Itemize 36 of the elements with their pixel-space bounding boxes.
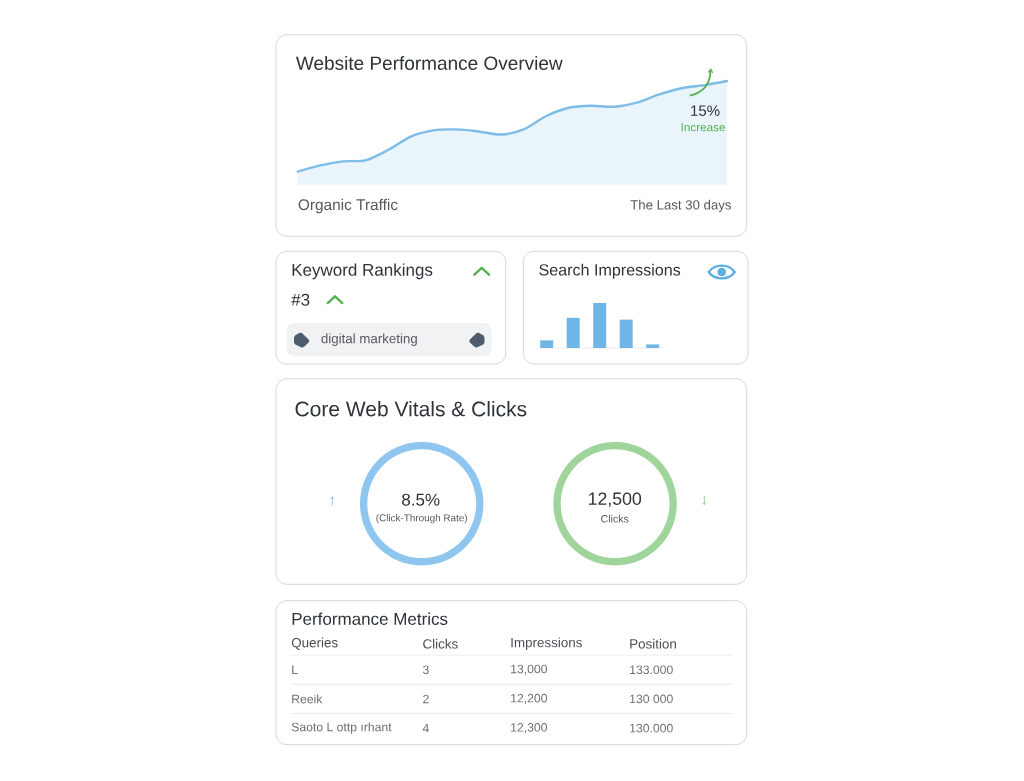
text: The Last 30 days [630, 199, 731, 213]
annotation: 15% [691, 105, 720, 116]
text: 12,200 [511, 693, 548, 704]
text: Core Web Vitals & Clicks [295, 400, 527, 417]
text: digital marketing [321, 333, 417, 346]
bar [540, 340, 554, 348]
annotation: Increase [681, 123, 725, 132]
text: Saoto L ottp ırhant [291, 722, 392, 734]
text: 8.5% [402, 493, 440, 506]
text: Reeik [292, 694, 323, 704]
category-label: Queries [291, 637, 338, 650]
bar [619, 319, 633, 348]
category-label: Position [630, 638, 676, 649]
category-label: Clicks [423, 638, 458, 649]
bar [593, 302, 607, 348]
text: Performance Metrics [292, 612, 448, 625]
text: Keyword Rankings [292, 263, 433, 280]
text: 130.000 [630, 723, 673, 733]
text: 13,000 [511, 664, 548, 675]
text: 4 [422, 723, 429, 733]
text: (Click-Through Rate) [376, 514, 468, 524]
chart-title: Search Impressions [539, 263, 681, 279]
text: 2 [423, 694, 429, 704]
text: 3 [422, 665, 429, 675]
category-label: Impressions [511, 637, 582, 650]
text: L [292, 665, 298, 674]
text: 133.000 [630, 665, 673, 675]
text: Clicks [601, 514, 629, 523]
bar [566, 317, 580, 348]
text: 12,500 [588, 492, 642, 507]
x-axis-title: Organic Traffic [298, 198, 398, 214]
text: 130 000 [630, 694, 673, 704]
text: #3 [291, 293, 310, 306]
text: 12,300 [511, 723, 548, 734]
bar [646, 344, 660, 348]
chart-title: Website Performance Overview [295, 56, 563, 70]
